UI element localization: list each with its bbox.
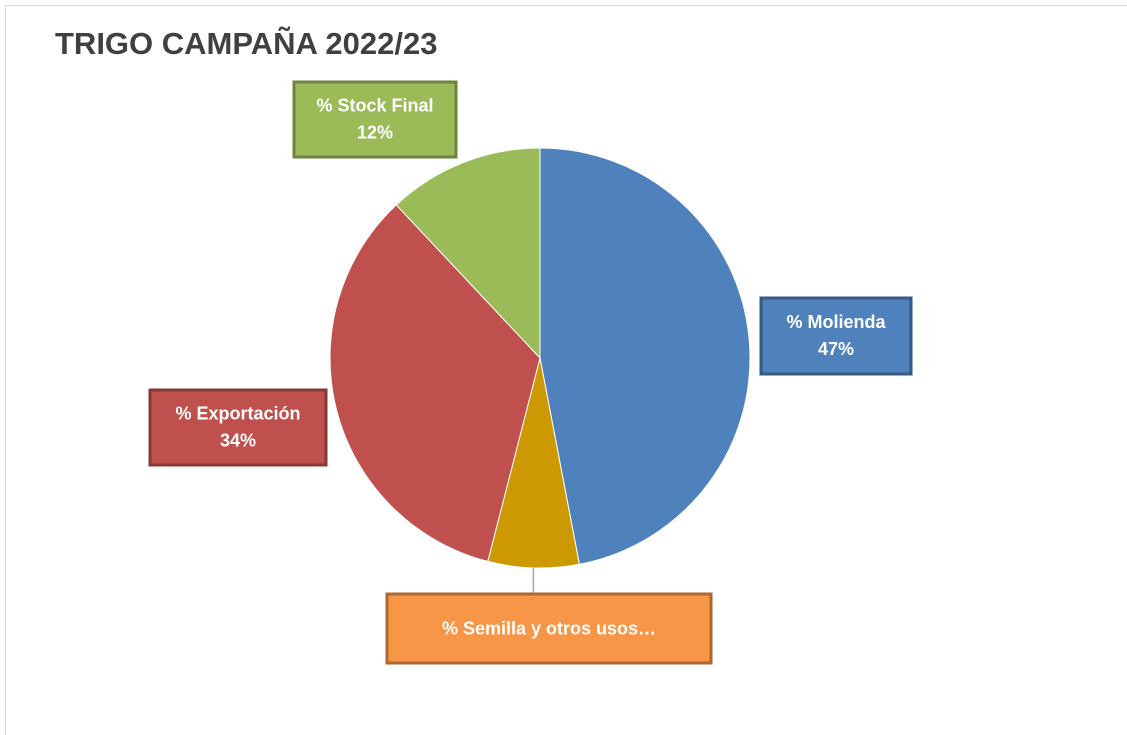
category-label: % Molienda xyxy=(786,312,886,332)
data-label-box xyxy=(148,388,328,467)
value-label: 34% xyxy=(220,430,256,450)
value-label: 47% xyxy=(818,339,854,359)
pie-slice xyxy=(329,204,541,563)
data-label-box xyxy=(759,296,913,376)
category-label: % Semilla y otros usos… xyxy=(442,618,656,638)
pie-slice xyxy=(395,147,541,360)
category-label: % Stock Final xyxy=(316,95,433,115)
value-label: 12% xyxy=(357,122,393,142)
data-label-box xyxy=(385,592,713,665)
data-label-box xyxy=(292,80,458,159)
category-label: % Exportación xyxy=(175,403,300,423)
chart-title: TRIGO CAMPAÑA 2022/23 xyxy=(55,26,437,61)
pie-slice xyxy=(539,147,751,565)
